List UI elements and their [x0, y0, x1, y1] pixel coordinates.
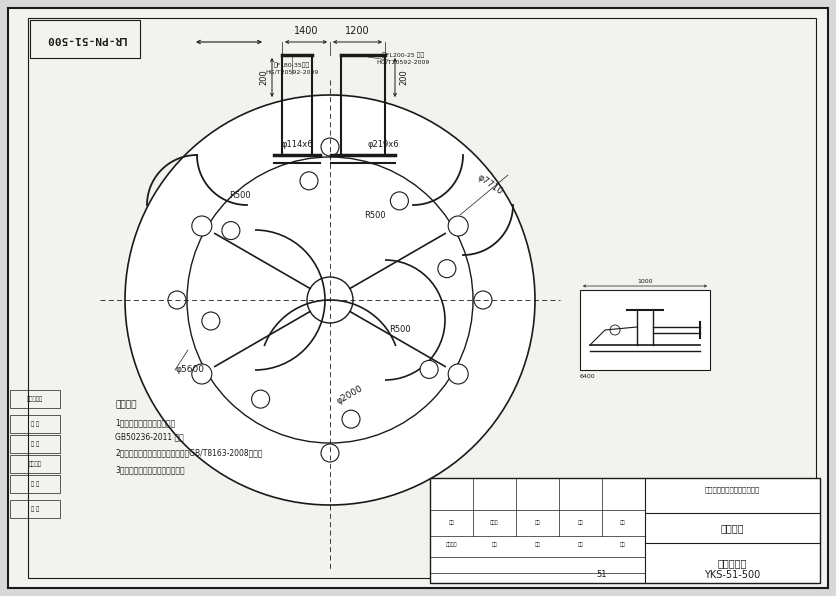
Circle shape — [168, 291, 186, 309]
Circle shape — [321, 138, 339, 156]
Circle shape — [321, 444, 339, 462]
Circle shape — [448, 364, 468, 384]
Bar — [10, 500, 60, 518]
Text: R500: R500 — [390, 325, 410, 334]
Text: YKS-51-500: YKS-51-500 — [704, 570, 761, 579]
Text: 钉FL200-25 鑉管: 钉FL200-25 鑉管 — [382, 52, 424, 58]
Text: R500: R500 — [364, 210, 385, 219]
Text: HG/T20592-2009: HG/T20592-2009 — [265, 69, 319, 74]
Text: 签 字: 签 字 — [31, 481, 39, 487]
Bar — [30, 20, 140, 58]
Text: 偶数: 偶数 — [449, 520, 454, 524]
Text: 负压排泥器: 负压排泥器 — [717, 558, 747, 568]
Text: 51: 51 — [596, 570, 607, 579]
Text: 审核制批准: 审核制批准 — [27, 396, 43, 402]
Circle shape — [191, 216, 212, 236]
Text: φ5600: φ5600 — [175, 365, 204, 374]
Text: 山东宜可生环境技术有限公司: 山东宜可生环境技术有限公司 — [705, 487, 760, 493]
Circle shape — [252, 390, 269, 408]
Circle shape — [307, 277, 353, 323]
Bar — [10, 415, 60, 433]
Text: 化学式: 化学式 — [490, 520, 498, 524]
Bar — [10, 455, 60, 473]
Text: 200: 200 — [259, 69, 268, 85]
Text: 技术要求: 技术要求 — [115, 400, 136, 409]
Text: HG/T20592-2009: HG/T20592-2009 — [376, 59, 430, 64]
Circle shape — [125, 95, 535, 505]
Text: 备注: 备注 — [620, 520, 626, 524]
Text: 钉FL80-35钉管: 钉FL80-35钉管 — [274, 63, 310, 68]
Circle shape — [222, 222, 240, 240]
Text: 1400: 1400 — [293, 26, 319, 36]
Text: φ2000: φ2000 — [335, 384, 364, 406]
Text: 材料规格: 材料规格 — [446, 542, 457, 547]
Bar — [580, 290, 710, 370]
Circle shape — [201, 312, 220, 330]
Circle shape — [421, 361, 438, 378]
Text: GB50236-2011 规范: GB50236-2011 规范 — [115, 432, 184, 441]
Text: 件数: 件数 — [578, 520, 583, 524]
Text: LR-PN-51-500: LR-PN-51-500 — [44, 34, 125, 44]
Text: 备注: 备注 — [620, 542, 626, 547]
Text: φ7710: φ7710 — [475, 173, 504, 197]
Circle shape — [300, 172, 318, 190]
Bar — [430, 478, 820, 583]
Text: 1200: 1200 — [345, 26, 370, 36]
Circle shape — [191, 364, 212, 384]
Circle shape — [474, 291, 492, 309]
Text: 3、外表面环氧煤居青漆防腐处理: 3、外表面环氧煤居青漆防腐处理 — [115, 465, 185, 474]
Text: 日 期: 日 期 — [31, 506, 39, 512]
Text: 2、无缝钓管按道路泄漏试验标准（GB/T8163-2008）标准: 2、无缝钓管按道路泄漏试验标准（GB/T8163-2008）标准 — [115, 448, 263, 457]
Text: 审 核: 审 核 — [31, 421, 39, 427]
Text: 重量: 重量 — [578, 542, 583, 547]
Text: φ114x6: φ114x6 — [281, 140, 313, 149]
Text: 底部断面: 底部断面 — [721, 523, 744, 533]
Text: 单重: 单重 — [534, 520, 540, 524]
Circle shape — [342, 410, 360, 428]
Text: 200: 200 — [399, 69, 408, 85]
Text: 件数: 件数 — [534, 542, 540, 547]
Text: R500: R500 — [229, 191, 251, 200]
Text: φ219x6: φ219x6 — [368, 140, 400, 149]
Circle shape — [390, 192, 409, 210]
Text: 制图编号: 制图编号 — [28, 461, 42, 467]
Bar — [10, 475, 60, 493]
Bar — [10, 435, 60, 453]
Circle shape — [438, 260, 456, 278]
Text: 1、管線焊接施工及规格执行: 1、管線焊接施工及规格执行 — [115, 418, 176, 427]
Circle shape — [448, 216, 468, 236]
Text: 校 审: 校 审 — [31, 441, 39, 447]
Bar — [10, 390, 60, 408]
Text: 钉板: 钉板 — [492, 542, 497, 547]
Text: 1000: 1000 — [637, 279, 653, 284]
Circle shape — [610, 325, 620, 335]
Text: 6400: 6400 — [580, 374, 595, 379]
